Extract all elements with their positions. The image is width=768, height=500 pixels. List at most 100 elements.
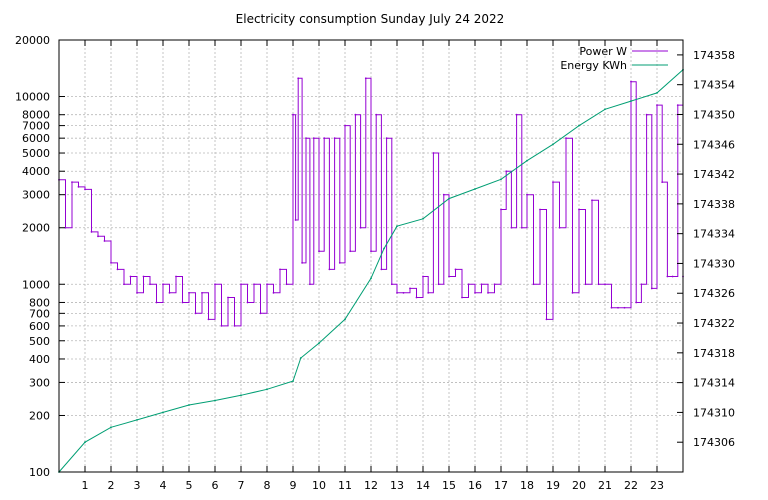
x-tick-label: 10 <box>312 479 326 492</box>
y-left-tick-label: 800 <box>29 296 50 309</box>
power-point <box>385 137 388 140</box>
power-point <box>266 283 268 286</box>
power-point <box>338 261 341 264</box>
power-point <box>409 287 411 290</box>
power-point <box>309 283 311 286</box>
energy-point <box>84 441 86 444</box>
power-point <box>671 275 674 278</box>
power-point <box>432 152 435 154</box>
power-point <box>454 268 457 271</box>
power-point <box>220 325 223 327</box>
power-point <box>90 231 93 233</box>
y-right-tick-label: 174326 <box>693 287 735 300</box>
power-point <box>487 291 489 294</box>
x-tick-label: 16 <box>468 479 482 492</box>
y-right-tick-label: 174342 <box>693 168 735 181</box>
power-point <box>240 283 242 286</box>
power-point <box>64 226 67 229</box>
power-point <box>545 318 548 321</box>
power-point <box>370 250 372 253</box>
legend-power-label: Power W <box>579 45 627 58</box>
power-point <box>578 208 580 211</box>
power-point <box>227 296 229 299</box>
y-right-tick-label: 174350 <box>693 108 735 121</box>
power-point <box>253 283 255 286</box>
power-point <box>194 312 197 315</box>
power-point <box>175 275 177 278</box>
power-point <box>97 235 99 238</box>
power-point <box>181 301 184 304</box>
x-tick-label: 12 <box>364 479 378 492</box>
power-point <box>375 113 378 116</box>
power-point <box>645 113 648 116</box>
x-tick-label: 13 <box>390 479 404 492</box>
power-point <box>617 306 619 309</box>
energy-point <box>526 159 528 162</box>
power-point <box>448 275 450 278</box>
power-point <box>285 283 288 286</box>
energy-point <box>188 404 190 406</box>
y-right-tick-label: 174306 <box>693 436 735 449</box>
power-point <box>505 170 508 173</box>
energy-point <box>656 91 658 94</box>
energy-point <box>630 100 632 102</box>
power-point <box>201 291 203 294</box>
power-point <box>214 283 216 286</box>
power-point <box>515 113 518 116</box>
power-point <box>129 275 132 278</box>
power-point <box>84 188 86 191</box>
y-left-tick-label: 3000 <box>22 189 50 202</box>
y-right-tick-label: 174318 <box>693 347 735 360</box>
y-left-tick-label: 10000 <box>15 91 50 104</box>
power-point <box>558 226 561 229</box>
power-point <box>480 283 483 286</box>
energy-point <box>318 342 320 345</box>
power-point <box>333 137 336 140</box>
power-point <box>162 283 164 286</box>
power-point <box>344 124 346 127</box>
x-tick-label: 20 <box>572 479 586 492</box>
y-right-tick-label: 174314 <box>693 377 735 390</box>
power-point <box>246 301 249 304</box>
power-point <box>650 287 653 290</box>
y-right-tick-label: 174338 <box>693 198 735 211</box>
power-point <box>604 283 606 286</box>
y-left-tick-label: 300 <box>29 376 50 389</box>
energy-point <box>240 394 242 397</box>
series-layer <box>58 68 684 473</box>
y-right-tick-label: 174334 <box>693 228 735 241</box>
power-point <box>233 325 236 327</box>
power-point <box>123 283 125 286</box>
power-point <box>116 268 119 271</box>
y-right-tick-label: 174358 <box>693 49 735 62</box>
power-point <box>297 77 300 80</box>
energy-point <box>214 399 216 402</box>
x-tick-label: 18 <box>520 479 534 492</box>
power-point <box>661 181 664 184</box>
power-point <box>259 312 262 315</box>
power-point <box>565 137 567 140</box>
power-point <box>437 283 440 286</box>
power-point <box>390 283 393 286</box>
power-point <box>323 137 326 140</box>
y-left-tick-label: 1000 <box>22 278 50 291</box>
x-tick-label: 17 <box>494 479 508 492</box>
power-point <box>272 291 275 294</box>
energy-point <box>474 188 476 190</box>
y-left-tick-label: 7000 <box>22 120 50 133</box>
y-right-tick-label: 174310 <box>693 406 735 419</box>
x-tick-label: 23 <box>650 479 664 492</box>
y-right-tick-label: 174354 <box>693 79 735 92</box>
power-point <box>640 283 643 286</box>
power-point <box>520 226 523 229</box>
power-point <box>136 291 138 294</box>
x-tick-label: 9 <box>290 479 297 492</box>
power-point <box>402 291 405 294</box>
power-point <box>526 193 528 196</box>
power-point <box>427 291 430 294</box>
y-right-tick-label: 174322 <box>693 317 735 330</box>
y-left-tick-label: 400 <box>29 353 50 366</box>
power-point <box>359 226 362 229</box>
power-point <box>354 113 357 116</box>
